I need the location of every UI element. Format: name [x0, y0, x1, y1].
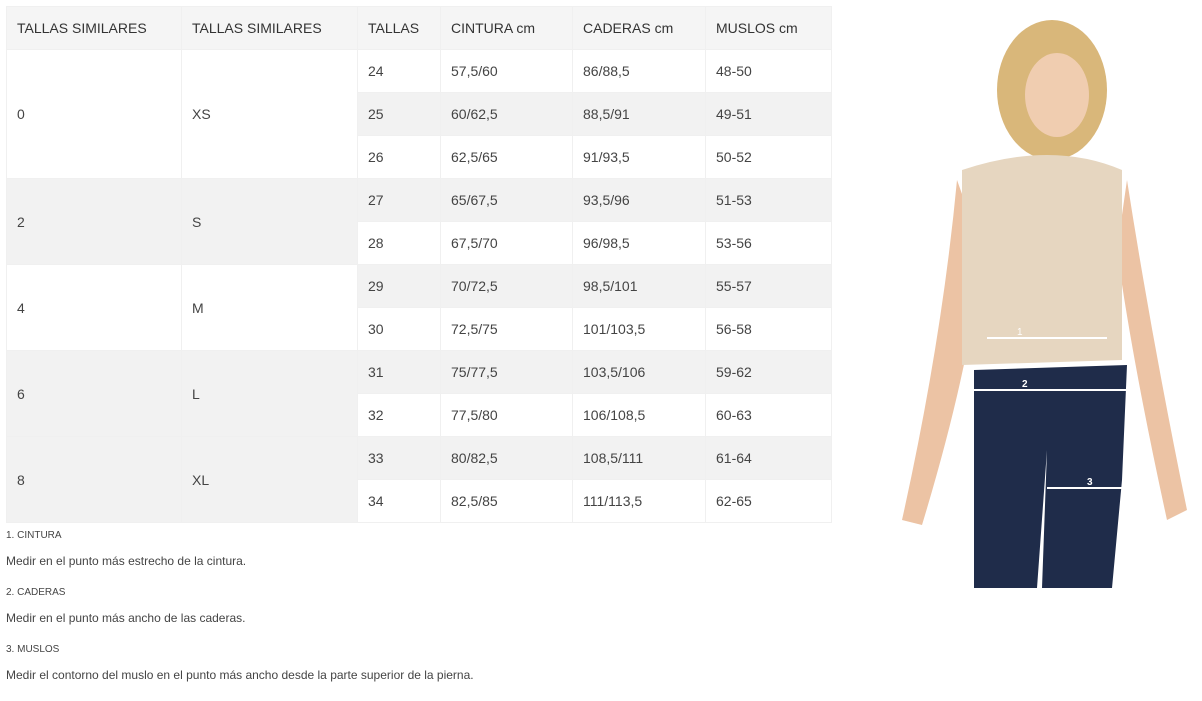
- blouse: [962, 155, 1122, 365]
- similar-size-cell: 8: [6, 436, 182, 523]
- table-row: 4 M 29 70/72,5 98,5/101 55-57: [6, 264, 832, 351]
- right-arm: [1117, 180, 1187, 520]
- table-header: TALLAS SIMILARES TALLAS SIMILARES TALLAS…: [6, 6, 832, 50]
- table-cell: 25: [357, 92, 441, 136]
- marker-1: 1: [1017, 327, 1023, 338]
- similar-size-cell: M: [181, 264, 358, 351]
- similar-size-cell: XL: [181, 436, 358, 523]
- note-text: Medir en el punto más estrecho de la cin…: [6, 554, 247, 568]
- table-row: 34 82,5/85 111/113,5 62-65: [7, 479, 832, 523]
- col-header: CADERAS cm: [572, 6, 706, 50]
- marker-3: 3: [1087, 477, 1093, 488]
- similar-size-cell: S: [181, 178, 358, 265]
- size-chart-table: TALLAS SIMILARES TALLAS SIMILARES TALLAS…: [6, 6, 832, 523]
- table-cell: 67,5/70: [440, 221, 573, 265]
- jeans: [974, 365, 1127, 588]
- table-cell: 48-50: [705, 49, 832, 93]
- col-header: CINTURA cm: [440, 6, 573, 50]
- table-row: 0 XS 24 57,5/60 86/88,5 48-50: [6, 49, 832, 179]
- table-cell: 106/108,5: [572, 393, 706, 437]
- table-row: 28 67,5/70 96/98,5 53-56: [7, 221, 832, 265]
- model-measurement-image: 1 2 3: [902, 20, 1187, 588]
- similar-size-cell: L: [181, 350, 358, 437]
- similar-size-cell: XS: [181, 49, 358, 179]
- table-cell: 56-58: [705, 307, 832, 351]
- note-title: 1. CINTURA: [6, 530, 62, 541]
- table-cell: 72,5/75: [440, 307, 573, 351]
- table-cell: 61-64: [705, 436, 832, 480]
- table-cell: 51-53: [705, 178, 832, 222]
- table-cell: 96/98,5: [572, 221, 706, 265]
- table-row: 30 72,5/75 101/103,5 56-58: [7, 307, 832, 351]
- table-cell: 59-62: [705, 350, 832, 394]
- marker-2: 2: [1022, 379, 1028, 390]
- table-cell: 91/93,5: [572, 135, 706, 179]
- col-header: TALLAS: [357, 6, 441, 50]
- table-row: 26 62,5/65 91/93,5 50-52: [7, 135, 832, 179]
- table-cell: 26: [357, 135, 441, 179]
- table-cell: 101/103,5: [572, 307, 706, 351]
- table-cell: 60/62,5: [440, 92, 573, 136]
- table-cell: 24: [357, 49, 441, 93]
- table-row: 8 XL 33 80/82,5 108,5/111 61-64: [6, 436, 832, 523]
- table-cell: 60-63: [705, 393, 832, 437]
- table-cell: 53-56: [705, 221, 832, 265]
- similar-size-cell: 0: [6, 49, 182, 179]
- table-cell: 27: [357, 178, 441, 222]
- similar-size-cell: 4: [6, 264, 182, 351]
- table-cell: 49-51: [705, 92, 832, 136]
- table-cell: 31: [357, 350, 441, 394]
- table-cell: 65/67,5: [440, 178, 573, 222]
- measurement-notes: 1. CINTURA Medir en el punto más estrech…: [6, 530, 474, 701]
- table-cell: 108,5/111: [572, 436, 706, 480]
- table-cell: 82,5/85: [440, 479, 573, 523]
- table-cell: 34: [357, 479, 441, 523]
- table-cell: 29: [357, 264, 441, 308]
- table-cell: 86/88,5: [572, 49, 706, 93]
- table-cell: 62,5/65: [440, 135, 573, 179]
- table-cell: 75/77,5: [440, 350, 573, 394]
- table-cell: 57,5/60: [440, 49, 573, 93]
- note-title: 3. MUSLOS: [6, 644, 60, 655]
- table-row: 2 S 27 65/67,5 93,5/96 51-53: [6, 178, 832, 265]
- table-cell: 103,5/106: [572, 350, 706, 394]
- table-cell: 32: [357, 393, 441, 437]
- similar-size-cell: 6: [6, 350, 182, 437]
- note-title: 2. CADERAS: [6, 587, 66, 598]
- table-row: 6 L 31 75/77,5 103,5/106 59-62: [6, 350, 832, 437]
- col-header: MUSLOS cm: [705, 6, 832, 50]
- table-cell: 80/82,5: [440, 436, 573, 480]
- table-cell: 98,5/101: [572, 264, 706, 308]
- note-text: Medir en el punto más ancho de las cader…: [6, 611, 246, 625]
- table-cell: 28: [357, 221, 441, 265]
- table-cell: 77,5/80: [440, 393, 573, 437]
- table-cell: 62-65: [705, 479, 832, 523]
- col-header: TALLAS SIMILARES: [6, 6, 182, 50]
- table-cell: 50-52: [705, 135, 832, 179]
- face: [1025, 53, 1089, 137]
- table-cell: 111/113,5: [572, 479, 706, 523]
- table-cell: 93,5/96: [572, 178, 706, 222]
- similar-size-cell: 2: [6, 178, 182, 265]
- table-row: 32 77,5/80 106/108,5 60-63: [7, 393, 832, 437]
- table-cell: 33: [357, 436, 441, 480]
- table-cell: 70/72,5: [440, 264, 573, 308]
- table-cell: 88,5/91: [572, 92, 706, 136]
- table-cell: 55-57: [705, 264, 832, 308]
- col-header: TALLAS SIMILARES: [181, 6, 358, 50]
- table-cell: 30: [357, 307, 441, 351]
- note-text: Medir el contorno del muslo en el punto …: [6, 668, 474, 682]
- table-row: 25 60/62,5 88,5/91 49-51: [7, 92, 832, 136]
